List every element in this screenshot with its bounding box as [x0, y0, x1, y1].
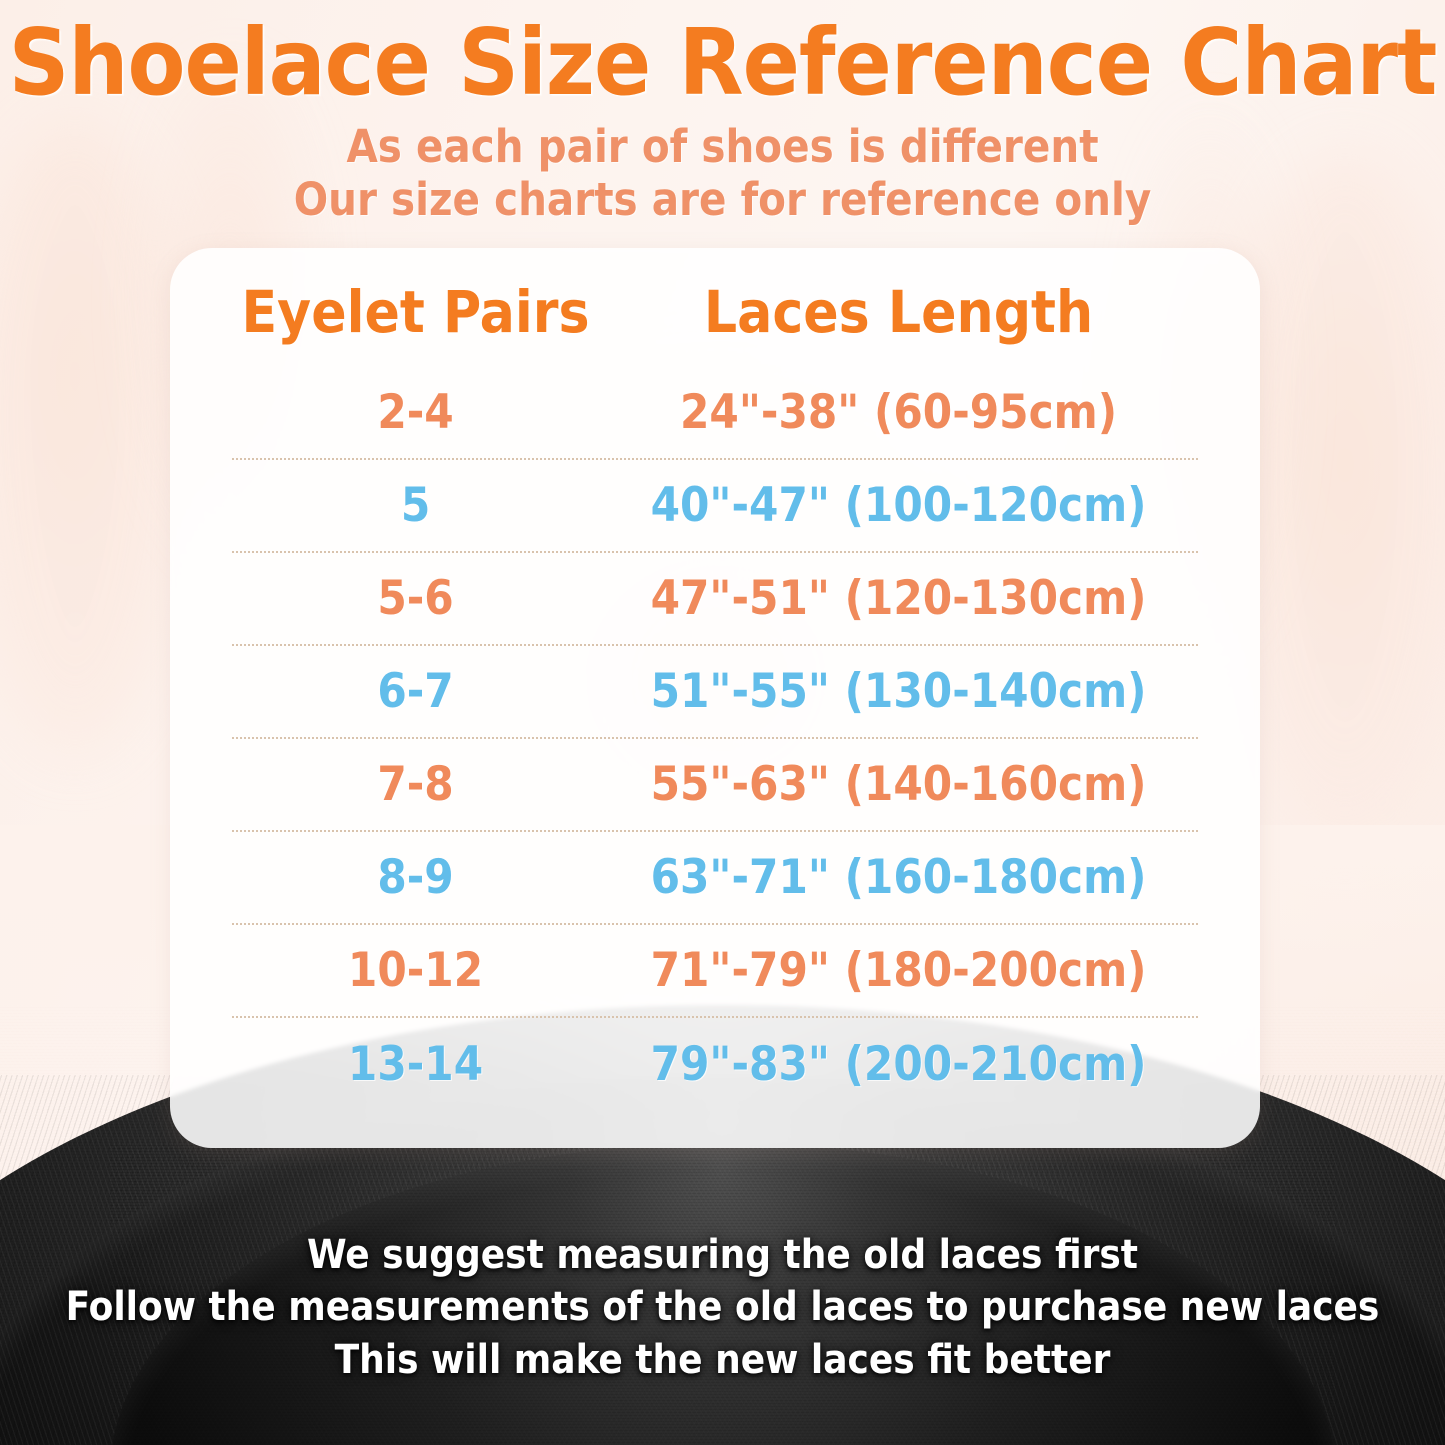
- shoelace-coil-inner-ring: [110, 1143, 1335, 1445]
- table-row: 8-9 63"-71" (160-180cm): [232, 832, 1198, 925]
- table-row: 7-8 55"-63" (140-160cm): [232, 739, 1198, 832]
- table-row: 10-12 71"-79" (180-200cm): [232, 925, 1198, 1018]
- page-title: Shoelace Size Reference Chart: [8, 9, 1438, 116]
- footer-line-1: We suggest measuring the old laces first: [306, 1231, 1139, 1278]
- column-header-eyelet-pairs: Eyelet Pairs: [241, 278, 590, 346]
- subtitle-line-2: Our size charts are for reference only: [293, 172, 1152, 226]
- table-header-row: Eyelet Pairs Laces Length: [232, 282, 1198, 351]
- subtitle-line-1: As each pair of shoes is different: [346, 119, 1099, 173]
- table-row: 5-6 47"-51" (120-130cm): [232, 553, 1198, 646]
- footer-line-3: This will make the new laces fit better: [334, 1337, 1111, 1384]
- footer-line-2: Follow the measurements of the old laces…: [65, 1284, 1380, 1331]
- table-row: 5 40"-47" (100-120cm): [232, 460, 1198, 553]
- cell-eyelet-pairs: 5-6: [377, 570, 454, 626]
- table-row: 6-7 51"-55" (130-140cm): [232, 646, 1198, 739]
- table-row: 13-14 79"-83" (200-210cm): [232, 1018, 1198, 1111]
- cell-eyelet-pairs: 13-14: [347, 1036, 484, 1092]
- cell-laces-length: 55"-63" (140-160cm): [650, 756, 1147, 812]
- header-block: Shoelace Size Reference Chart As each pa…: [0, 16, 1445, 226]
- cell-laces-length: 47"-51" (120-130cm): [650, 570, 1147, 626]
- subtitle-block: As each pair of shoes is different Our s…: [0, 120, 1445, 226]
- cell-laces-length: 24"-38" (60-95cm): [680, 384, 1118, 440]
- size-table: Eyelet Pairs Laces Length 2-4 24"-38" (6…: [170, 248, 1260, 1148]
- cell-eyelet-pairs: 10-12: [347, 942, 484, 998]
- cell-laces-length: 63"-71" (160-180cm): [650, 849, 1147, 905]
- table-body: 2-4 24"-38" (60-95cm) 5 40"-47" (100-120…: [232, 367, 1198, 1111]
- cell-laces-length: 51"-55" (130-140cm): [650, 663, 1147, 719]
- table-row: 2-4 24"-38" (60-95cm): [232, 367, 1198, 460]
- cell-laces-length: 71"-79" (180-200cm): [650, 942, 1147, 998]
- cell-eyelet-pairs: 5: [400, 477, 431, 533]
- cell-eyelet-pairs: 6-7: [377, 663, 454, 719]
- size-table-card: Eyelet Pairs Laces Length 2-4 24"-38" (6…: [170, 248, 1260, 1148]
- cell-eyelet-pairs: 7-8: [377, 756, 454, 812]
- cell-eyelet-pairs: 8-9: [377, 849, 454, 905]
- knit-texture-inner: [110, 1143, 1335, 1445]
- cell-laces-length: 79"-83" (200-210cm): [650, 1036, 1147, 1092]
- cell-laces-length: 40"-47" (100-120cm): [650, 477, 1147, 533]
- cell-eyelet-pairs: 2-4: [377, 384, 454, 440]
- column-header-laces-length: Laces Length: [703, 278, 1094, 346]
- footer-note: We suggest measuring the old laces first…: [0, 1229, 1445, 1387]
